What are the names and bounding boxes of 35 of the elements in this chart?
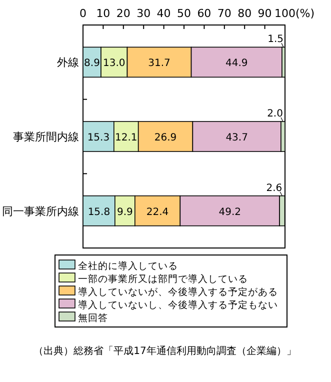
- x-tick-label: 100(%): [274, 7, 315, 20]
- data-label: 2.0: [267, 108, 283, 120]
- x-tick-label: 10: [96, 7, 110, 20]
- data-label: 31.7: [148, 58, 170, 70]
- x-tick-label: 80: [238, 7, 252, 20]
- data-label: 12.1: [114, 132, 138, 144]
- x-tick-label: 60: [197, 7, 212, 20]
- legend-label: 導入していないが、今後導入する予定がある: [78, 286, 278, 298]
- data-label: 9.9: [116, 206, 133, 218]
- x-tick-label: 90: [258, 7, 272, 20]
- data-label: 15.3: [87, 132, 110, 144]
- legend-label: 一部の事業所又は部門で導入している: [78, 273, 248, 285]
- x-tick-label: 50: [177, 7, 191, 20]
- data-label: 22.4: [146, 206, 169, 218]
- data-label: 2.6: [266, 182, 282, 194]
- data-label: 15.8: [88, 206, 110, 218]
- data-label: 26.9: [154, 132, 177, 144]
- data-label: 49.2: [218, 206, 241, 218]
- text: （出典）総務省「平成17年通信利用動向調査（企業編）」: [34, 345, 296, 357]
- y-tick-label: 外線: [57, 56, 79, 70]
- data-label: 8.9: [84, 58, 100, 70]
- x-tick-label: 20: [116, 7, 130, 20]
- legend-label: 導入していないし、今後導入する予定もない: [78, 299, 278, 311]
- data-label: 1.5: [268, 34, 284, 46]
- x-tick-label: 70: [217, 7, 232, 20]
- x-tick-label: 40: [156, 7, 171, 20]
- data-label: 43.7: [226, 132, 248, 144]
- legend-label: 全社的に導入している: [78, 260, 178, 272]
- data-label: 13.0: [102, 58, 126, 70]
- x-tick-label: 30: [136, 7, 151, 20]
- x-tick-label: 0: [80, 7, 86, 20]
- y-tick-label: 事業所間内線: [13, 130, 79, 144]
- y-tick-label: 同一事業所内線: [2, 204, 79, 218]
- legend-label: 無回答: [78, 312, 108, 324]
- data-label: 44.9: [225, 58, 248, 70]
